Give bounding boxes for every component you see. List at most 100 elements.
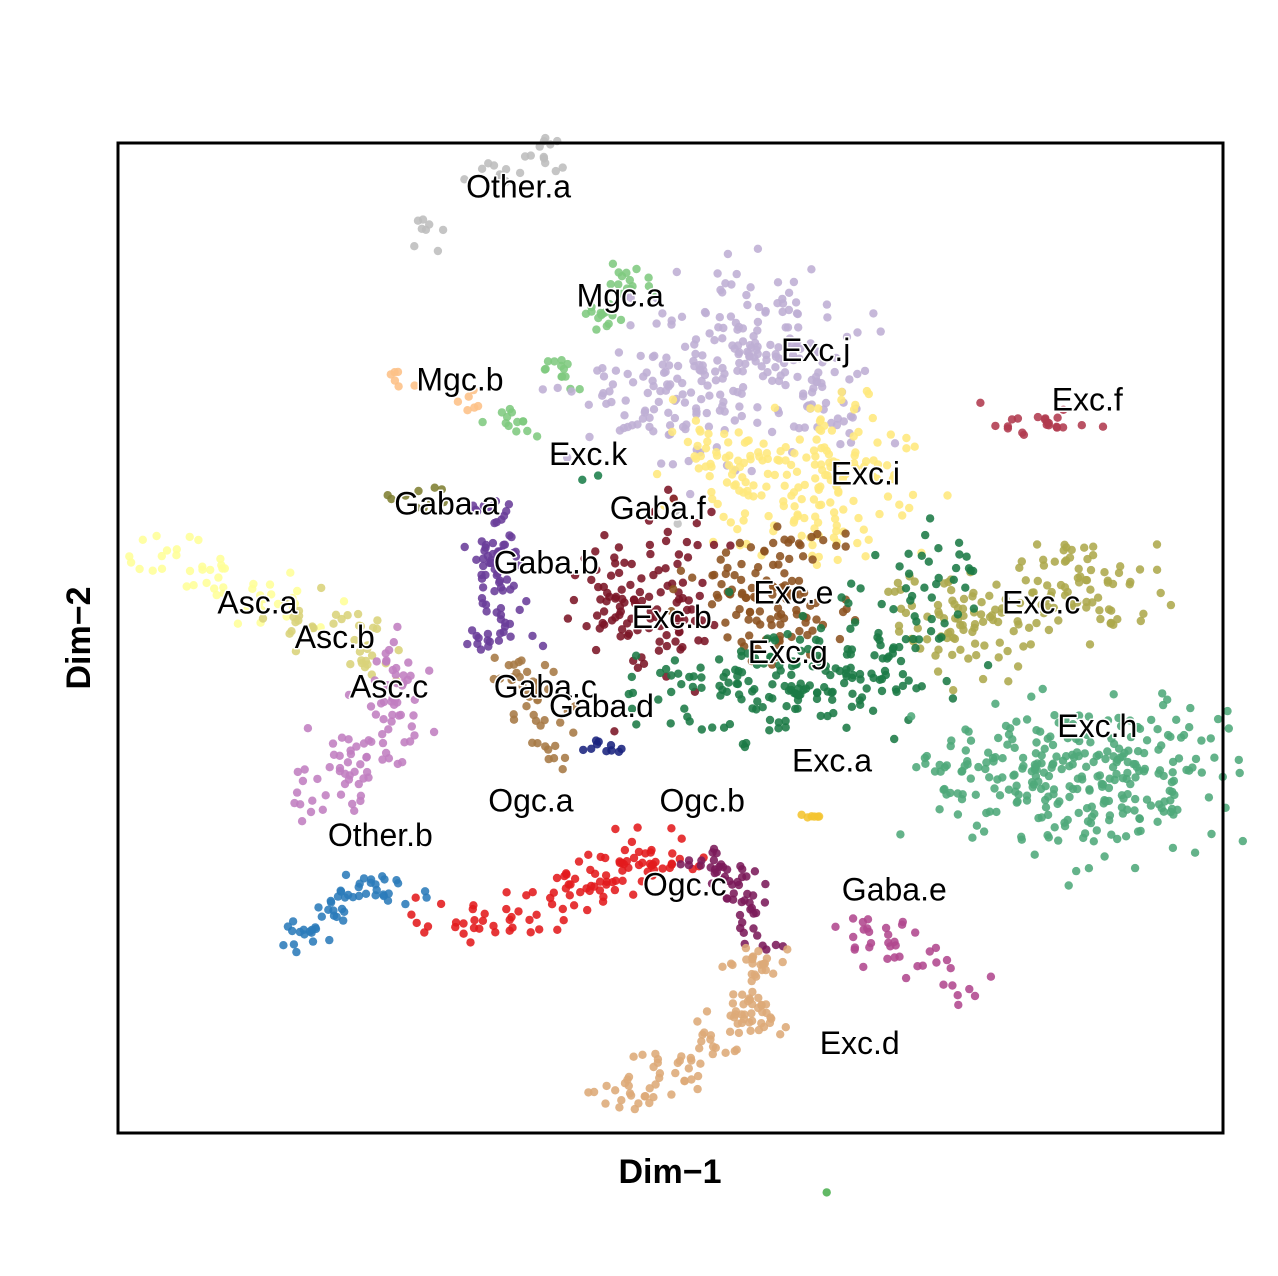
data-point xyxy=(1082,762,1091,771)
data-point xyxy=(727,280,736,289)
data-point xyxy=(807,265,816,274)
data-point xyxy=(794,539,804,548)
data-point xyxy=(953,810,963,819)
data-point xyxy=(1086,565,1096,575)
data-point xyxy=(378,755,387,764)
data-point xyxy=(1053,413,1062,422)
data-point xyxy=(677,1052,686,1061)
cluster-exc-d xyxy=(822,1188,831,1197)
data-point xyxy=(1197,736,1206,745)
data-point xyxy=(739,516,748,525)
data-point xyxy=(744,676,753,686)
data-point xyxy=(721,668,731,677)
data-point xyxy=(291,647,301,656)
data-point xyxy=(387,494,396,504)
data-point xyxy=(669,585,678,594)
data-point xyxy=(570,571,580,580)
data-point xyxy=(738,990,747,999)
data-point xyxy=(818,382,827,392)
data-point xyxy=(864,535,873,544)
data-point xyxy=(550,357,559,366)
data-point xyxy=(423,922,433,931)
data-point xyxy=(654,646,664,655)
data-point xyxy=(987,611,997,620)
data-point xyxy=(563,707,572,716)
data-point xyxy=(1118,752,1127,761)
data-point xyxy=(961,746,970,755)
data-point xyxy=(553,383,562,393)
data-point xyxy=(831,353,841,363)
data-point xyxy=(774,343,783,352)
data-point xyxy=(563,359,572,369)
data-point xyxy=(769,538,778,548)
data-point xyxy=(954,538,964,547)
data-point xyxy=(1104,605,1114,614)
data-point xyxy=(1116,721,1126,731)
data-point xyxy=(800,423,809,432)
data-point xyxy=(739,458,748,468)
data-point xyxy=(265,580,275,589)
data-point xyxy=(808,662,817,671)
data-point xyxy=(1096,614,1105,624)
data-point xyxy=(734,349,743,359)
data-point xyxy=(202,578,211,588)
data-point xyxy=(717,580,726,589)
cluster-label: Exc.f xyxy=(1052,381,1123,417)
data-point xyxy=(219,589,228,598)
data-point xyxy=(873,460,883,469)
data-point xyxy=(818,358,827,367)
data-point xyxy=(778,307,787,317)
data-point xyxy=(684,861,694,870)
data-point xyxy=(285,629,294,638)
data-point xyxy=(716,555,725,564)
data-point xyxy=(995,638,1004,647)
data-point xyxy=(693,441,702,451)
data-point xyxy=(587,744,596,753)
data-point xyxy=(811,372,821,382)
data-point xyxy=(629,890,638,899)
data-point xyxy=(241,606,251,616)
data-point xyxy=(821,398,831,408)
data-point xyxy=(1098,422,1108,431)
data-point xyxy=(768,376,777,385)
data-point xyxy=(748,1000,757,1009)
data-point xyxy=(663,527,672,537)
data-point xyxy=(935,805,944,814)
data-point xyxy=(856,584,865,593)
data-point xyxy=(390,696,399,705)
data-point xyxy=(1036,727,1045,736)
data-point xyxy=(496,583,506,592)
data-point xyxy=(1110,775,1119,785)
data-point xyxy=(477,164,487,173)
cluster-exc-j xyxy=(538,244,900,499)
data-point xyxy=(380,875,389,884)
data-point xyxy=(673,374,682,383)
data-point xyxy=(308,796,317,805)
cluster-label: Other.b xyxy=(328,817,433,853)
data-point xyxy=(528,631,537,641)
data-point xyxy=(823,313,832,322)
data-point xyxy=(811,474,820,483)
data-point xyxy=(661,564,670,573)
data-point xyxy=(567,387,576,396)
data-point xyxy=(309,623,318,633)
data-point xyxy=(909,634,918,644)
data-point xyxy=(1085,786,1094,795)
data-point xyxy=(693,540,702,550)
data-point xyxy=(594,737,603,746)
data-point xyxy=(615,1103,624,1112)
data-point xyxy=(633,663,643,672)
data-point xyxy=(622,268,631,277)
data-point xyxy=(765,726,774,735)
data-point xyxy=(1074,564,1083,573)
data-point xyxy=(1153,817,1162,826)
data-point xyxy=(942,761,951,770)
data-point xyxy=(890,937,899,946)
data-point xyxy=(712,590,722,600)
data-point xyxy=(961,583,970,592)
data-point xyxy=(944,629,953,638)
data-point xyxy=(794,576,804,586)
data-point xyxy=(611,824,620,834)
data-point xyxy=(1169,810,1178,819)
